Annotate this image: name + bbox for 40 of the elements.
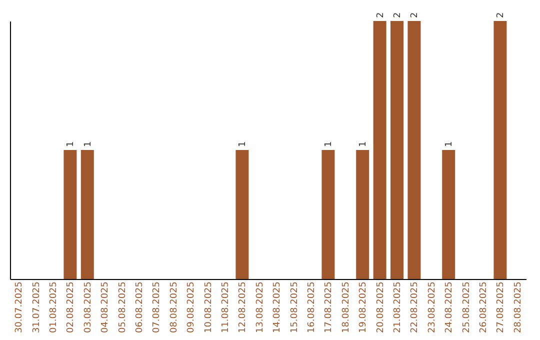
- x-tick-label: 05.08.2025: [118, 282, 128, 334]
- x-tick-label: 20.08.2025: [376, 282, 386, 334]
- x-tick-label: 12.08.2025: [238, 282, 248, 334]
- data-label: 1: [358, 141, 369, 147]
- data-label: 1: [238, 141, 248, 147]
- x-tick-label: 06.08.2025: [135, 282, 145, 334]
- x-tick-label: 10.08.2025: [204, 282, 214, 334]
- x-tick-label: 19.08.2025: [358, 282, 369, 334]
- x-tick-label: 23.08.2025: [427, 282, 438, 334]
- x-tick-label: 31.07.2025: [32, 282, 42, 334]
- x-tick-label: 11.08.2025: [221, 282, 231, 334]
- x-tick-label: 13.08.2025: [255, 282, 266, 334]
- x-tick-label: 08.08.2025: [169, 282, 180, 334]
- x-tick-label: 18.08.2025: [341, 282, 352, 334]
- x-tick-label: 22.08.2025: [410, 282, 420, 334]
- data-label: 2: [496, 12, 506, 18]
- x-tick-label: 16.08.2025: [307, 282, 317, 334]
- x-tick-label: 15.08.2025: [290, 282, 300, 334]
- x-tick-label: 03.08.2025: [83, 282, 94, 334]
- x-tick-label: 26.08.2025: [479, 282, 489, 334]
- x-tick-label: 25.08.2025: [462, 282, 472, 334]
- x-tick-label: 09.08.2025: [186, 282, 197, 334]
- x-tick-label: 17.08.2025: [324, 282, 334, 334]
- x-tick-label: 27.08.2025: [496, 282, 506, 334]
- x-tick-label: 07.08.2025: [152, 282, 162, 334]
- data-label: 1: [444, 141, 455, 147]
- x-tick-label: 21.08.2025: [393, 282, 403, 334]
- data-label: 1: [66, 141, 76, 147]
- x-tick-label: 01.08.2025: [49, 282, 59, 334]
- x-tick-label: 28.08.2025: [513, 282, 524, 334]
- data-label: 1: [83, 141, 94, 147]
- x-tick-label: 30.07.2025: [14, 282, 25, 334]
- x-tick-label: 24.08.2025: [444, 282, 455, 334]
- x-tick-label: 02.08.2025: [66, 282, 76, 334]
- data-label: 1: [324, 141, 334, 147]
- data-label: 2: [410, 12, 420, 18]
- data-label: 2: [393, 12, 403, 18]
- x-tick-label: 14.08.2025: [272, 282, 283, 334]
- data-label: 2: [376, 12, 386, 18]
- x-tick-label: 04.08.2025: [100, 282, 111, 334]
